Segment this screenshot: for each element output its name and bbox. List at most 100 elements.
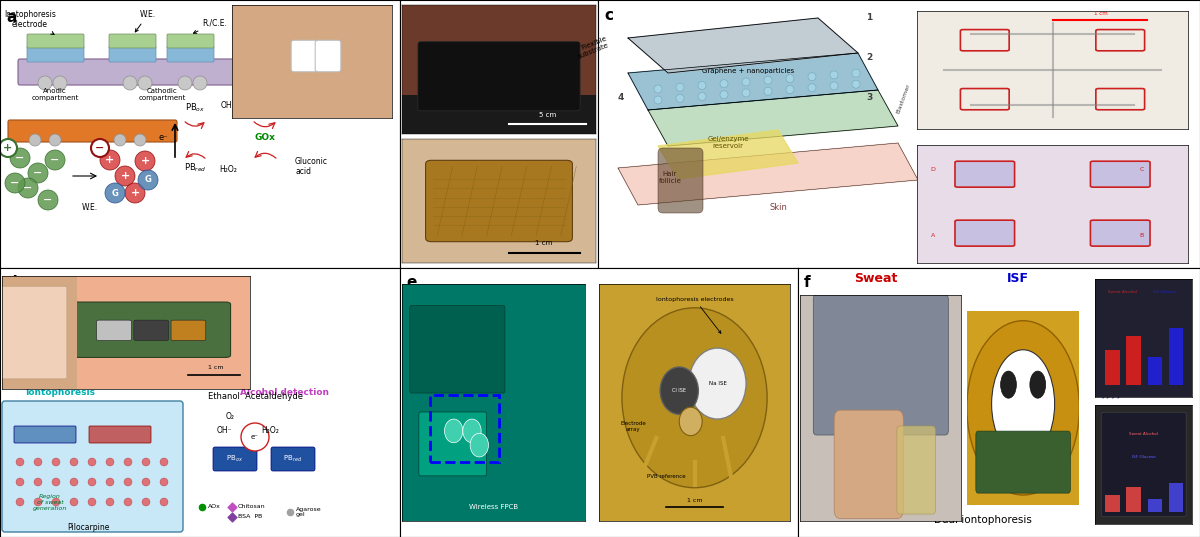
Circle shape [124,498,132,506]
Text: Sweat: Sweat [854,272,898,285]
Text: 4: 4 [618,93,624,102]
Circle shape [100,150,120,170]
Circle shape [5,173,25,193]
Circle shape [34,458,42,466]
Text: AOx: AOx [208,504,221,510]
Text: Region
of sweat
generation: Region of sweat generation [32,495,67,511]
Circle shape [676,83,684,91]
FancyBboxPatch shape [172,320,205,340]
Circle shape [786,85,794,93]
Circle shape [70,498,78,506]
FancyBboxPatch shape [1147,499,1162,512]
Text: −: − [23,183,32,193]
Circle shape [160,478,168,486]
Text: ISF Glucose: ISF Glucose [1153,290,1177,294]
FancyBboxPatch shape [109,46,156,62]
Circle shape [676,94,684,102]
FancyBboxPatch shape [814,295,948,435]
FancyBboxPatch shape [316,40,341,72]
Circle shape [698,82,706,90]
Circle shape [124,76,137,90]
Circle shape [106,183,125,203]
Text: A: A [931,233,935,238]
Text: +: + [106,155,115,165]
Text: 1 cm: 1 cm [1094,11,1108,17]
Circle shape [38,190,58,210]
FancyBboxPatch shape [214,447,257,471]
FancyBboxPatch shape [1105,350,1120,385]
FancyBboxPatch shape [976,431,1070,493]
Circle shape [106,498,114,506]
Circle shape [38,76,52,90]
Text: Graphene + nanoparticles: Graphene + nanoparticles [702,68,794,74]
Text: PB$_{ox}$: PB$_{ox}$ [185,101,205,113]
Text: 1 cm: 1 cm [208,365,223,369]
FancyBboxPatch shape [2,401,182,532]
Text: 1: 1 [866,13,872,22]
Circle shape [138,76,152,90]
Text: W.E.: W.E. [82,203,98,212]
FancyBboxPatch shape [418,41,580,111]
Circle shape [52,458,60,466]
Text: Glucose: Glucose [305,101,338,110]
FancyBboxPatch shape [419,412,487,476]
Text: −: − [95,143,104,153]
Text: Gluconic
acid: Gluconic acid [295,157,328,176]
Point [222,513,241,521]
Circle shape [88,478,96,486]
Circle shape [0,139,17,157]
Text: Skin: Skin [769,203,787,212]
FancyBboxPatch shape [1147,357,1162,385]
Text: H₂O₂: H₂O₂ [220,165,236,174]
FancyBboxPatch shape [1127,336,1141,385]
Circle shape [16,478,24,486]
Text: GOx: GOx [254,133,276,142]
Circle shape [88,458,96,466]
Circle shape [124,458,132,466]
Text: Sweat Alcohol: Sweat Alcohol [1108,290,1136,294]
FancyBboxPatch shape [1105,495,1120,512]
Text: Gel/enzyme
reservoir: Gel/enzyme reservoir [707,136,749,149]
FancyBboxPatch shape [409,306,505,393]
Text: Ethanol  Acetaldehyde: Ethanol Acetaldehyde [208,392,302,401]
Circle shape [124,478,132,486]
Text: Electrode
array: Electrode array [620,421,647,432]
Circle shape [830,71,838,79]
Text: C: C [1139,166,1144,172]
Text: ISF: ISF [1007,272,1030,285]
Text: B: B [1139,233,1144,238]
Circle shape [16,458,24,466]
Circle shape [808,72,816,81]
Circle shape [34,498,42,506]
Text: Alcohol detection: Alcohol detection [240,388,330,397]
Text: Na ISE: Na ISE [708,381,726,386]
Circle shape [142,458,150,466]
Circle shape [622,308,767,488]
Circle shape [142,498,150,506]
Circle shape [463,419,481,442]
Text: −: − [11,178,19,188]
Text: R./C.E.: R./C.E. [193,18,228,33]
Text: ISF Glucose: ISF Glucose [1132,455,1156,460]
FancyBboxPatch shape [271,447,314,471]
Text: 5 cm: 5 cm [539,112,556,118]
Text: )))): )))) [1103,386,1124,400]
Circle shape [698,92,706,100]
Text: Cl ISE: Cl ISE [672,388,686,393]
Circle shape [106,458,114,466]
Circle shape [115,166,134,186]
FancyBboxPatch shape [955,161,1014,187]
FancyBboxPatch shape [426,161,572,242]
FancyBboxPatch shape [134,320,168,340]
Point [222,503,241,511]
FancyBboxPatch shape [167,46,214,62]
Bar [430,395,499,462]
Polygon shape [648,90,898,146]
Circle shape [49,134,61,146]
FancyBboxPatch shape [896,426,936,514]
Circle shape [720,91,728,99]
Text: 3: 3 [866,93,872,102]
FancyBboxPatch shape [2,276,77,389]
Text: G: G [112,188,119,198]
Text: c: c [604,8,613,23]
